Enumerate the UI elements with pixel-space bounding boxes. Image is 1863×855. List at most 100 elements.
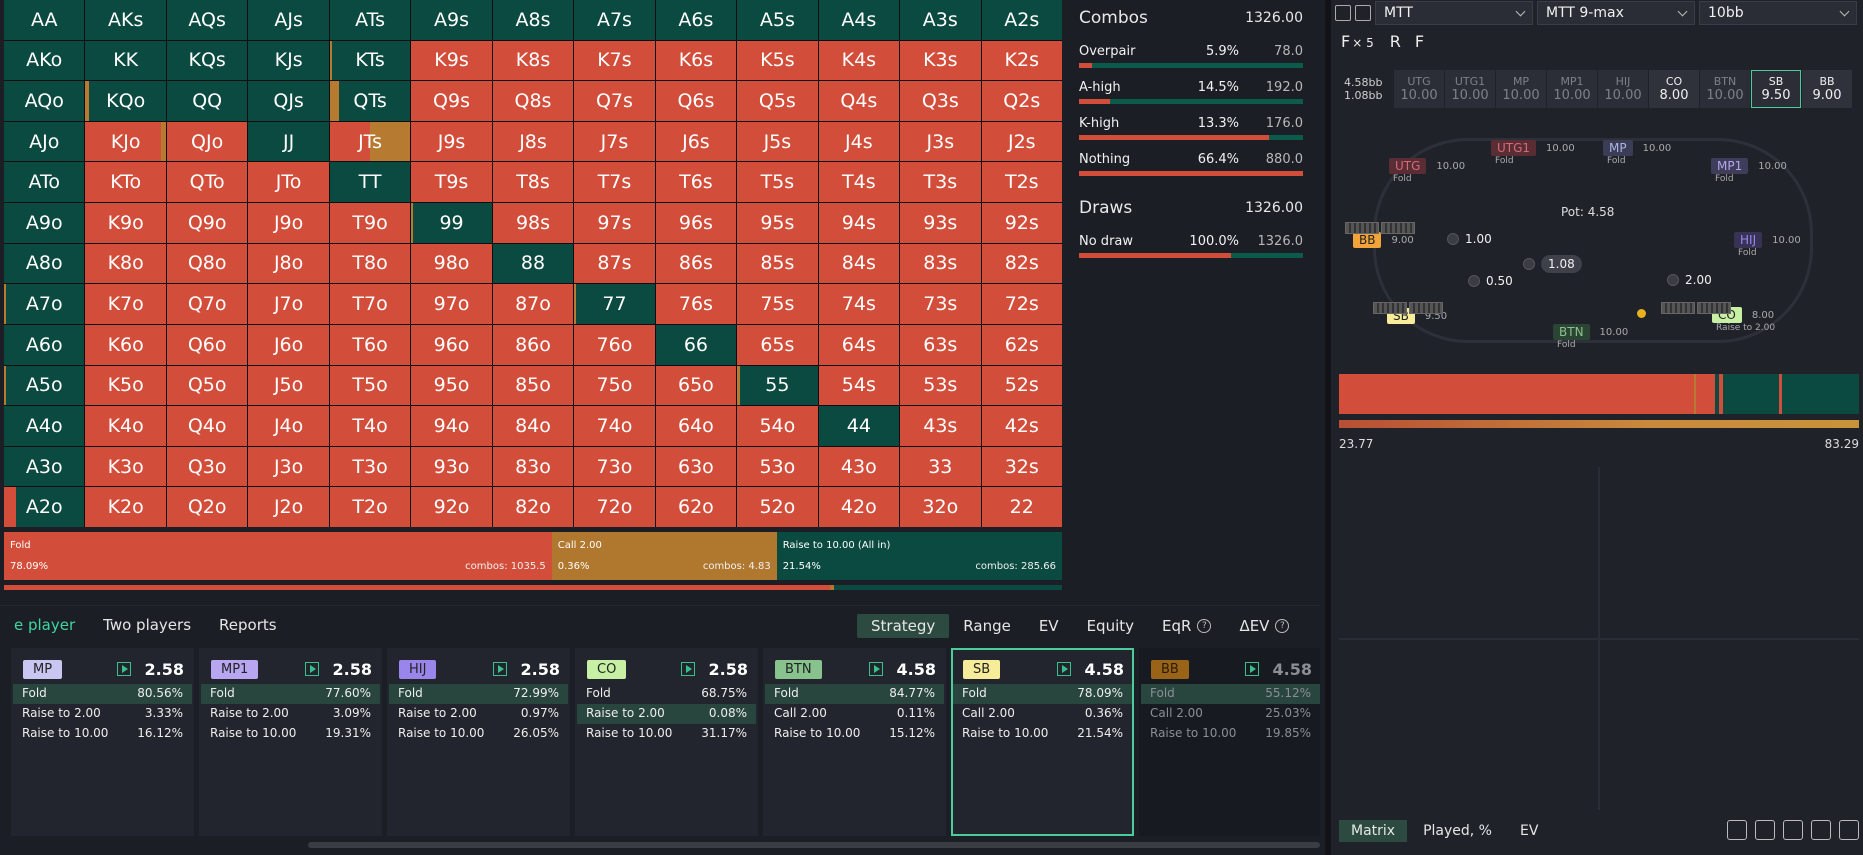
play-icon[interactable] bbox=[1056, 662, 1071, 676]
hand-cell[interactable]: J9o bbox=[248, 203, 329, 243]
hand-cell[interactable]: 43o bbox=[818, 446, 900, 487]
combo-row[interactable]: K-high 13.3% 176.0 bbox=[1079, 108, 1303, 131]
hand-cell[interactable]: 86o bbox=[492, 324, 574, 365]
hand-cell[interactable]: A7s bbox=[574, 0, 655, 40]
hand-cell[interactable]: A7o bbox=[4, 284, 85, 324]
hand-cell[interactable]: A4s bbox=[818, 0, 900, 40]
seat-btn[interactable]: BTN 10.00 bbox=[1700, 70, 1750, 108]
player-action-row[interactable]: Raise to 10.00 15.12% bbox=[765, 724, 944, 744]
hand-cell[interactable]: QJs bbox=[248, 81, 329, 121]
hand-cell[interactable]: 64o bbox=[655, 406, 737, 446]
player-action-row[interactable]: Raise to 10.00 19.31% bbox=[201, 724, 380, 744]
hand-cell[interactable]: JTs bbox=[329, 121, 411, 162]
help-icon[interactable]: ? bbox=[1197, 619, 1212, 633]
hand-cell[interactable]: Q3s bbox=[900, 81, 981, 121]
hand-cell[interactable]: KQs bbox=[166, 40, 248, 81]
hand-cell[interactable]: JJ bbox=[248, 121, 329, 162]
hand-cell[interactable]: 85s bbox=[737, 243, 818, 284]
hand-cell[interactable]: J9s bbox=[411, 121, 492, 162]
hand-cell[interactable]: T9o bbox=[329, 203, 411, 243]
hand-cell[interactable]: 55 bbox=[737, 365, 818, 406]
action-box[interactable]: Raise to 10.00 (All in) 21.54% combos: 285… bbox=[776, 532, 1062, 580]
hand-cell[interactable]: QJo bbox=[166, 121, 248, 162]
player-action-row[interactable]: Call 2.00 0.11% bbox=[765, 704, 944, 724]
hand-cell[interactable]: J8o bbox=[248, 243, 329, 284]
hand-cell[interactable]: 42s bbox=[981, 406, 1062, 446]
hand-cell[interactable]: AJs bbox=[248, 0, 329, 40]
hand-cell[interactable]: A3o bbox=[4, 446, 85, 487]
table-select[interactable]: MTT 9-max bbox=[1537, 1, 1695, 25]
hand-cell[interactable]: 64s bbox=[818, 324, 900, 365]
hand-cell[interactable]: 96o bbox=[411, 324, 492, 365]
hand-cell[interactable]: 75o bbox=[574, 365, 655, 406]
seat-hij[interactable]: HIJ 10.00 bbox=[1598, 70, 1648, 108]
player-action-row[interactable]: Fold 55.12% bbox=[1141, 684, 1320, 704]
player-action-row[interactable]: Raise to 2.00 0.08% bbox=[577, 704, 756, 724]
bottom-tab-2[interactable]: EV bbox=[1519, 823, 1539, 839]
hand-cell[interactable]: 76s bbox=[655, 284, 737, 324]
hand-cell[interactable]: KJs bbox=[248, 40, 329, 81]
tab-1[interactable]: Two players bbox=[103, 616, 192, 634]
hand-cell[interactable]: K5s bbox=[737, 40, 818, 81]
hand-cell[interactable]: 84s bbox=[818, 243, 900, 284]
hand-cell[interactable]: JTo bbox=[248, 162, 329, 203]
hand-cell[interactable]: KTs bbox=[329, 40, 411, 81]
depth-select[interactable]: 10bb bbox=[1699, 1, 1857, 25]
hand-cell[interactable]: T6o bbox=[329, 324, 411, 365]
player-action-row[interactable]: Raise to 10.00 31.17% bbox=[577, 724, 756, 744]
hand-cell[interactable]: Q6o bbox=[166, 324, 248, 365]
hand-cell[interactable]: K2o bbox=[85, 487, 166, 527]
hand-cell[interactable]: T4o bbox=[329, 406, 411, 446]
notes-icon[interactable] bbox=[1335, 5, 1351, 21]
player-action-row[interactable]: Fold 72.99% bbox=[389, 684, 568, 704]
view-tab-4[interactable]: EqR? bbox=[1148, 614, 1225, 638]
hand-cell[interactable]: 33 bbox=[900, 446, 981, 487]
hand-cell[interactable]: 83o bbox=[492, 446, 574, 487]
hand-cell[interactable]: 73s bbox=[900, 284, 981, 324]
hand-cell[interactable]: Q3o bbox=[166, 446, 248, 487]
hand-cell[interactable]: K8s bbox=[492, 40, 574, 81]
seat-sb[interactable]: SB 9.50 bbox=[1751, 70, 1801, 108]
hand-cell[interactable]: Q9s bbox=[411, 81, 492, 121]
player-card[interactable]: MP 2.58 Fold 80.56% Raise to 2.00 3.33% Raise … bbox=[11, 648, 194, 836]
hand-cell[interactable]: 94o bbox=[411, 406, 492, 446]
hand-cell[interactable]: A5s bbox=[737, 0, 818, 40]
horizontal-scrollbar[interactable] bbox=[308, 842, 1320, 848]
hand-cell[interactable]: J3o bbox=[248, 446, 329, 487]
player-card[interactable]: MP1 2.58 Fold 77.60% Raise to 2.00 3.09% Raise… bbox=[199, 648, 382, 836]
hand-cell[interactable]: 75s bbox=[737, 284, 818, 324]
hand-cell[interactable]: A5o bbox=[4, 365, 85, 406]
hand-cell[interactable]: Q8o bbox=[166, 243, 248, 284]
hand-cell[interactable]: J5s bbox=[737, 121, 818, 162]
hand-cell[interactable]: 63o bbox=[655, 446, 737, 487]
eye-icon[interactable] bbox=[1783, 820, 1803, 840]
player-action-row[interactable]: Call 2.00 25.03% bbox=[1141, 704, 1320, 724]
play-icon[interactable] bbox=[1244, 662, 1259, 676]
hand-cell[interactable]: 88 bbox=[492, 243, 574, 284]
player-action-row[interactable]: Fold 80.56% bbox=[13, 684, 192, 704]
hand-cell[interactable]: 43s bbox=[900, 406, 981, 446]
hand-cell[interactable]: 72o bbox=[574, 487, 655, 527]
hand-cell[interactable]: K8o bbox=[85, 243, 166, 284]
hand-cell[interactable]: 52o bbox=[737, 487, 818, 527]
seat-bb[interactable]: BB 9.00 bbox=[1802, 70, 1852, 108]
hand-cell[interactable]: 82o bbox=[492, 487, 574, 527]
seat-co[interactable]: CO 8.00 bbox=[1649, 70, 1699, 108]
hand-cell[interactable]: 95o bbox=[411, 365, 492, 406]
hand-cell[interactable]: T2o bbox=[329, 487, 411, 527]
history-fold-multi[interactable]: F × 5 bbox=[1341, 32, 1374, 51]
hand-cell[interactable]: 86s bbox=[655, 243, 737, 284]
hand-cell[interactable]: K2s bbox=[981, 40, 1062, 81]
hand-cell[interactable]: J5o bbox=[248, 365, 329, 406]
hand-cell[interactable]: KK bbox=[85, 40, 166, 81]
hand-cell[interactable]: 22 bbox=[981, 487, 1062, 527]
layout-icon[interactable] bbox=[1839, 820, 1859, 840]
hand-cell[interactable]: A4o bbox=[4, 406, 85, 446]
seat-utg[interactable]: UTG 10.00 bbox=[1394, 70, 1444, 108]
help-icon[interactable]: ? bbox=[1275, 619, 1290, 633]
view-tab-1[interactable]: Range bbox=[949, 614, 1025, 638]
bottom-tab-1[interactable]: Played, % bbox=[1423, 823, 1492, 839]
draw-row[interactable]: No draw 100.0% 1326.0 bbox=[1079, 226, 1303, 249]
player-action-row[interactable]: Raise to 10.00 19.85% bbox=[1141, 724, 1320, 744]
hand-cell[interactable]: Q9o bbox=[166, 203, 248, 243]
